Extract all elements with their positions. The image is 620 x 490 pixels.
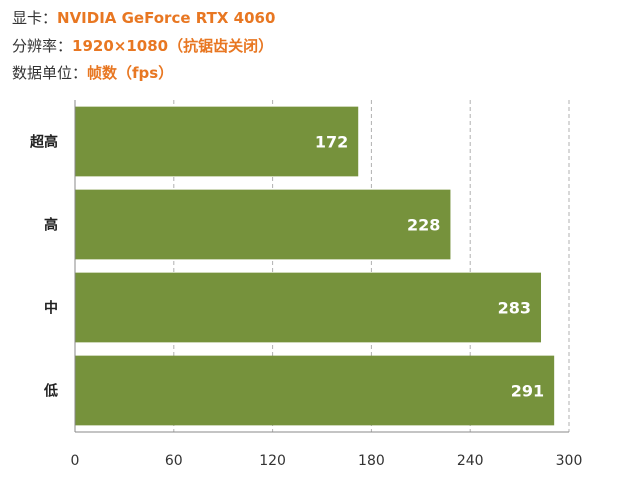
category-label-4: 低: [43, 383, 58, 400]
data-label-2: 228: [407, 216, 440, 235]
category-label-3: 中: [44, 300, 58, 317]
gpu-info-line: 显卡：NVIDIA GeForce RTX 4060: [12, 8, 275, 28]
resolution-info-line: 分辨率：1920×1080（抗锯齿关闭）: [12, 36, 273, 56]
unit-info-line: 数据单位：帧数（fps）: [12, 63, 173, 83]
unit-value: 帧数（fps）: [87, 64, 174, 82]
x-tick-label-60: 60: [165, 453, 183, 469]
gpu-label: 显卡：: [12, 9, 58, 27]
gpu-value: NVIDIA GeForce RTX 4060: [57, 9, 276, 27]
x-tick-label-180: 180: [358, 453, 385, 469]
bar-1: [75, 106, 359, 177]
resolution-label: 分辨率：: [12, 37, 73, 55]
bar-3: [75, 272, 542, 343]
x-tick-label-120: 120: [259, 453, 286, 469]
x-tick-label-240: 240: [457, 453, 484, 469]
x-tick-label-300: 300: [556, 453, 583, 469]
x-tick-label-0: 0: [71, 453, 80, 469]
bar-4: [75, 355, 555, 426]
resolution-value: 1920×1080（抗锯齿关闭）: [72, 37, 274, 55]
category-label-2: 高: [44, 217, 58, 234]
data-label-4: 291: [511, 382, 544, 401]
bar-2: [75, 189, 451, 260]
data-label-1: 172: [315, 133, 348, 152]
category-label-1: 超高: [29, 134, 58, 151]
unit-label: 数据单位：: [12, 64, 88, 82]
data-label-3: 283: [498, 299, 531, 318]
